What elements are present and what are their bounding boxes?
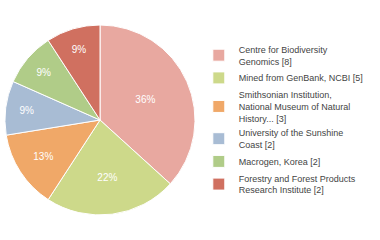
svg-text:Macrogen, Korea [2]: Macrogen, Korea [2]	[239, 157, 321, 167]
svg-text:University of the SunshineCoas: University of the SunshineCoast [2]	[239, 128, 344, 150]
svg-text:9%: 9%	[72, 44, 87, 55]
svg-text:Forestry and Forest ProductsRe: Forestry and Forest ProductsResearch Ins…	[239, 174, 356, 196]
svg-text:Smithsonian Institution,Nation: Smithsonian Institution,National Museum …	[239, 90, 351, 123]
svg-text:36%: 36%	[135, 94, 155, 105]
svg-text:Mined from GenBank, NCBI [5]: Mined from GenBank, NCBI [5]	[239, 73, 363, 83]
svg-text:9%: 9%	[19, 105, 34, 116]
svg-text:Centre for BiodiversityGenomic: Centre for BiodiversityGenomics [8]	[239, 45, 328, 67]
svg-text:9%: 9%	[36, 67, 51, 78]
svg-text:13%: 13%	[33, 151, 53, 162]
svg-text:22%: 22%	[97, 172, 117, 183]
